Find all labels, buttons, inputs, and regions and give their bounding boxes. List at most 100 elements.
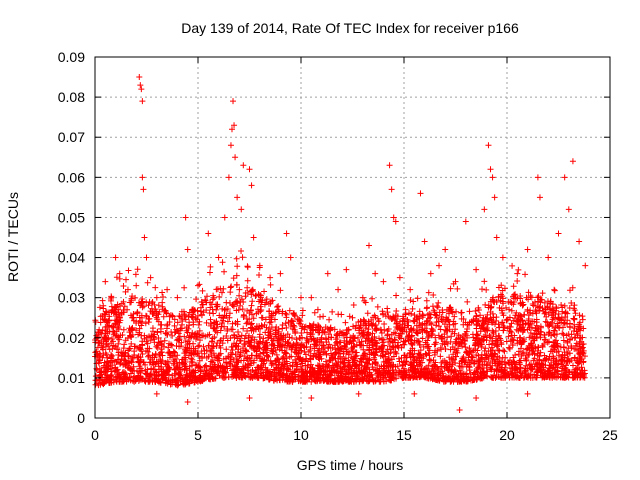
data-point bbox=[303, 369, 310, 376]
data-point bbox=[230, 98, 237, 105]
data-point bbox=[307, 356, 314, 363]
data-point bbox=[567, 287, 574, 294]
data-point bbox=[526, 361, 533, 368]
data-point bbox=[238, 332, 245, 339]
data-point bbox=[524, 246, 531, 253]
data-point bbox=[564, 351, 571, 358]
data-point bbox=[402, 358, 409, 365]
data-point bbox=[243, 348, 250, 355]
data-point bbox=[234, 263, 241, 270]
data-point bbox=[178, 308, 185, 315]
data-point bbox=[160, 373, 167, 380]
data-point bbox=[488, 353, 495, 360]
data-point bbox=[437, 344, 444, 351]
data-point bbox=[399, 326, 406, 333]
data-point bbox=[189, 306, 196, 313]
data-point bbox=[375, 318, 382, 325]
data-point bbox=[169, 376, 176, 383]
data-point bbox=[197, 304, 204, 311]
data-point bbox=[239, 254, 246, 261]
data-point bbox=[150, 366, 157, 373]
data-point bbox=[149, 310, 156, 317]
data-point bbox=[117, 317, 124, 324]
data-point bbox=[509, 336, 516, 343]
data-point bbox=[382, 313, 389, 320]
data-point bbox=[301, 371, 308, 378]
data-point bbox=[331, 342, 338, 349]
data-point bbox=[121, 303, 128, 310]
data-point bbox=[422, 339, 429, 346]
data-point bbox=[426, 310, 433, 317]
data-point bbox=[477, 328, 484, 335]
data-point bbox=[582, 262, 589, 269]
data-point bbox=[411, 312, 418, 319]
data-point bbox=[568, 299, 575, 306]
data-point bbox=[394, 342, 401, 349]
data-point bbox=[392, 339, 399, 346]
data-point bbox=[497, 335, 504, 342]
data-point bbox=[428, 374, 435, 381]
data-point bbox=[142, 367, 149, 374]
data-point bbox=[184, 398, 191, 405]
data-point bbox=[219, 305, 226, 312]
data-point bbox=[143, 338, 150, 345]
data-point bbox=[125, 267, 132, 274]
data-point bbox=[361, 297, 368, 304]
data-point bbox=[120, 283, 127, 290]
data-point bbox=[400, 315, 407, 322]
data-point bbox=[217, 344, 224, 351]
data-point bbox=[552, 324, 559, 331]
data-point bbox=[132, 271, 139, 278]
data-point bbox=[135, 344, 142, 351]
data-point bbox=[95, 359, 102, 366]
data-point bbox=[210, 343, 217, 350]
data-point bbox=[419, 335, 426, 342]
data-point bbox=[191, 379, 198, 386]
data-point bbox=[579, 367, 586, 374]
data-point bbox=[543, 355, 550, 362]
data-point bbox=[111, 376, 118, 383]
data-point bbox=[444, 316, 451, 323]
data-point bbox=[355, 390, 362, 397]
data-point bbox=[405, 322, 412, 329]
data-point bbox=[449, 361, 456, 368]
data-point bbox=[426, 368, 433, 375]
data-point bbox=[249, 366, 256, 373]
data-point bbox=[99, 312, 106, 319]
data-point bbox=[410, 298, 417, 305]
data-point bbox=[492, 351, 499, 358]
data-point bbox=[184, 246, 191, 253]
data-point bbox=[576, 351, 583, 358]
data-point bbox=[278, 366, 285, 373]
data-point bbox=[96, 304, 103, 311]
data-point bbox=[547, 298, 554, 305]
data-point bbox=[565, 206, 572, 213]
data-point bbox=[138, 322, 145, 329]
data-point bbox=[503, 304, 510, 311]
data-point bbox=[211, 333, 218, 340]
data-point bbox=[480, 364, 487, 371]
data-point bbox=[136, 368, 143, 375]
data-point bbox=[247, 325, 254, 332]
data-point bbox=[521, 311, 528, 318]
data-point bbox=[493, 234, 500, 241]
data-point bbox=[414, 354, 421, 361]
data-point bbox=[477, 356, 484, 363]
data-point bbox=[161, 337, 168, 344]
data-point bbox=[147, 337, 154, 344]
data-point bbox=[271, 367, 278, 374]
data-point bbox=[318, 334, 325, 341]
data-point bbox=[366, 366, 373, 373]
data-point bbox=[249, 311, 256, 318]
data-point bbox=[396, 369, 403, 376]
data-point bbox=[291, 311, 298, 318]
data-point bbox=[99, 297, 106, 304]
data-point bbox=[499, 319, 506, 326]
data-point bbox=[292, 373, 299, 380]
data-point bbox=[391, 336, 398, 343]
data-point bbox=[261, 321, 268, 328]
data-point bbox=[135, 331, 142, 338]
data-point bbox=[147, 356, 154, 363]
data-point bbox=[196, 281, 203, 288]
data-point bbox=[483, 351, 490, 358]
